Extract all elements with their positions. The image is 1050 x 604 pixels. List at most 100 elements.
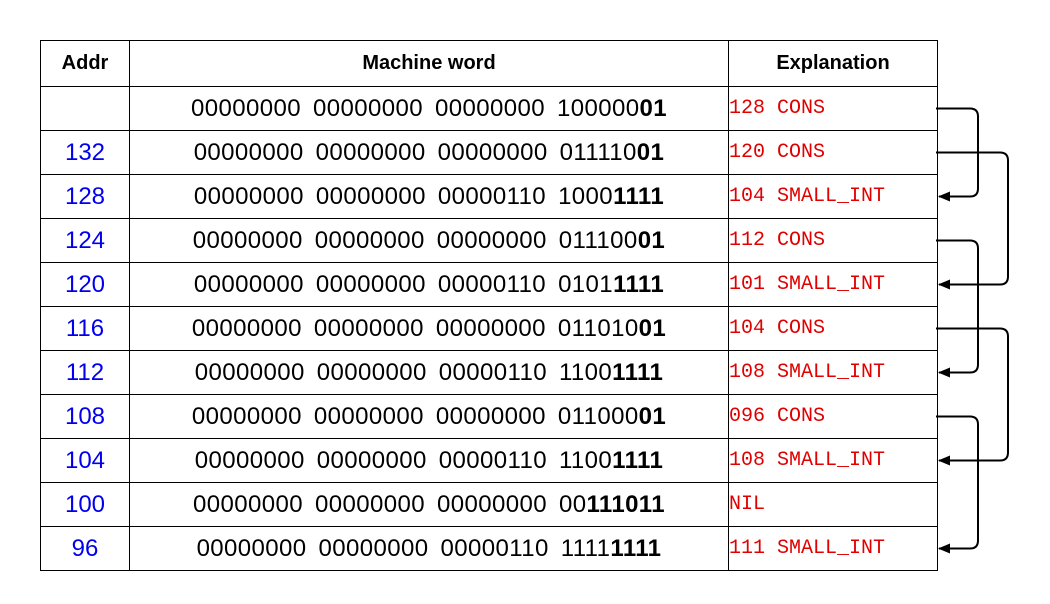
pointer-arrow xyxy=(936,151,1009,290)
word-last-byte: 01110001 xyxy=(559,227,665,255)
last-byte-plain-bits: 00 xyxy=(558,490,587,518)
row-address: 104 xyxy=(40,438,130,483)
row-explanation: NIL xyxy=(728,482,938,527)
table-row: 132 00000000 00000000 00000000 01111001 120 C… xyxy=(40,130,938,175)
word-byte: 00000110 xyxy=(440,534,549,562)
last-byte-tag-bits: 01 xyxy=(637,226,666,254)
row-explanation: 101 SMALL_INT xyxy=(728,262,938,307)
last-byte-tag-bits: 111011 xyxy=(586,490,665,518)
word-byte: 00000000 xyxy=(193,270,304,298)
last-byte-tag-bits: 01 xyxy=(638,314,667,342)
row-address: 112 xyxy=(40,350,130,395)
word-byte: 00000110 xyxy=(437,182,547,210)
machine-word: 00000000 00000000 00000000 01111001 xyxy=(129,130,729,175)
row-explanation: 104 SMALL_INT xyxy=(728,174,938,219)
word-last-byte: 00111011 xyxy=(559,491,665,519)
row-address: 120 xyxy=(40,262,130,307)
pointer-arrow xyxy=(936,415,979,554)
row-address: 124 xyxy=(40,218,130,263)
row-explanation: 096 CONS xyxy=(728,394,938,439)
last-byte-plain-bits: 0101 xyxy=(558,270,614,298)
word-byte: 00000000 xyxy=(436,490,547,518)
word-byte: 00000000 xyxy=(196,534,307,562)
word-byte: 00000000 xyxy=(194,446,305,474)
table-row: 128 00000000 00000000 00000110 10001111 104 S… xyxy=(40,174,938,219)
word-byte: 00000000 xyxy=(316,446,427,474)
word-last-byte: 01111001 xyxy=(560,139,665,167)
machine-word: 00000000 00000000 00000110 11001111 xyxy=(129,350,729,395)
machine-word: 00000000 00000000 00000110 11001111 xyxy=(129,438,729,483)
word-last-byte: 01101001 xyxy=(558,315,666,343)
last-byte-tag-bits: 1111 xyxy=(613,182,665,210)
word-byte: 00000000 xyxy=(193,138,304,166)
word-byte: 00000000 xyxy=(191,314,302,342)
word-last-byte: 11001111 xyxy=(559,359,663,387)
row-explanation: 104 CONS xyxy=(728,306,938,351)
table-row: 120 00000000 00000000 00000110 01011111 101 S… xyxy=(40,262,938,307)
last-byte-plain-bits: 011000 xyxy=(557,402,639,430)
word-byte: 00000000 xyxy=(313,314,424,342)
table-row: 124 00000000 00000000 00000000 01110001 112 C… xyxy=(40,218,938,263)
header-addr: Addr xyxy=(40,40,130,87)
machine-word: 00000000 00000000 00000110 11111111 xyxy=(129,526,729,571)
last-byte-tag-bits: 1111 xyxy=(612,358,664,386)
memory-table: Addr Machine word Explanation 00000000 00… xyxy=(40,40,938,571)
last-byte-tag-bits: 1111 xyxy=(613,270,665,298)
last-byte-plain-bits: 011010 xyxy=(557,314,639,342)
word-byte: 00000000 xyxy=(435,402,546,430)
last-byte-plain-bits: 1100 xyxy=(558,446,613,474)
word-byte: 00000000 xyxy=(313,402,424,430)
word-byte: 00000000 xyxy=(315,182,426,210)
word-last-byte: 10000001 xyxy=(557,95,667,123)
table-row: 96 00000000 00000000 00000110 11111111 111 SM… xyxy=(40,526,938,571)
last-byte-plain-bits: 1111 xyxy=(560,534,611,562)
last-byte-plain-bits: 1000 xyxy=(558,182,614,210)
last-byte-tag-bits: 01 xyxy=(636,138,665,166)
word-byte: 00000000 xyxy=(191,94,301,122)
word-byte: 00000000 xyxy=(437,138,548,166)
machine-word: 00000000 00000000 00000000 01110001 xyxy=(129,218,729,263)
word-byte: 00000000 xyxy=(318,534,429,562)
word-last-byte: 01100001 xyxy=(558,403,666,431)
row-address: 132 xyxy=(40,130,130,175)
table-row: 100 00000000 00000000 00000000 00111011 NIL xyxy=(40,482,938,527)
pointer-arrow xyxy=(936,327,1009,466)
row-explanation: 111 SMALL_INT xyxy=(728,526,938,571)
word-byte: 00000110 xyxy=(437,270,547,298)
word-last-byte: 11001111 xyxy=(559,447,663,475)
word-byte: 00000110 xyxy=(438,358,547,386)
word-last-byte: 10001111 xyxy=(558,183,664,211)
word-byte: 00000000 xyxy=(194,358,305,386)
word-byte: 00000000 xyxy=(316,358,427,386)
table-row: 00000000 00000000 00000000 10000001 128 CONS xyxy=(40,86,938,131)
word-byte: 00000000 xyxy=(436,226,547,254)
last-byte-plain-bits: 011100 xyxy=(558,226,638,254)
machine-word: 00000000 00000000 00000000 01100001 xyxy=(129,394,729,439)
word-byte: 00000000 xyxy=(313,94,423,122)
machine-word: 00000000 00000000 00000110 01011111 xyxy=(129,262,729,307)
row-explanation: 108 SMALL_INT xyxy=(728,438,938,483)
row-explanation: 108 SMALL_INT xyxy=(728,350,938,395)
row-address: 128 xyxy=(40,174,130,219)
last-byte-tag-bits: 01 xyxy=(639,94,667,122)
row-address: 100 xyxy=(40,482,130,527)
word-byte: 00000000 xyxy=(315,270,426,298)
table-row: 112 00000000 00000000 00000110 11001111 108 S… xyxy=(40,350,938,395)
last-byte-tag-bits: 1111 xyxy=(612,446,664,474)
table-row: 104 00000000 00000000 00000110 11001111 108 S… xyxy=(40,438,938,483)
word-byte: 00000000 xyxy=(315,138,426,166)
word-byte: 00000000 xyxy=(191,402,302,430)
pointer-arrow xyxy=(936,239,979,378)
word-byte: 00000000 xyxy=(192,226,303,254)
last-byte-plain-bits: 1100 xyxy=(558,358,613,386)
table-row: 108 00000000 00000000 00000000 01100001 096 C… xyxy=(40,394,938,439)
word-byte: 00000110 xyxy=(438,446,547,474)
machine-word: 00000000 00000000 00000110 10001111 xyxy=(129,174,729,219)
word-byte: 00000000 xyxy=(315,490,425,518)
last-byte-plain-bits: 100000 xyxy=(556,94,640,122)
word-byte: 00000000 xyxy=(314,226,425,254)
word-byte: 00000000 xyxy=(193,182,304,210)
last-byte-plain-bits: 011110 xyxy=(559,138,637,166)
row-explanation: 120 CONS xyxy=(728,130,938,175)
